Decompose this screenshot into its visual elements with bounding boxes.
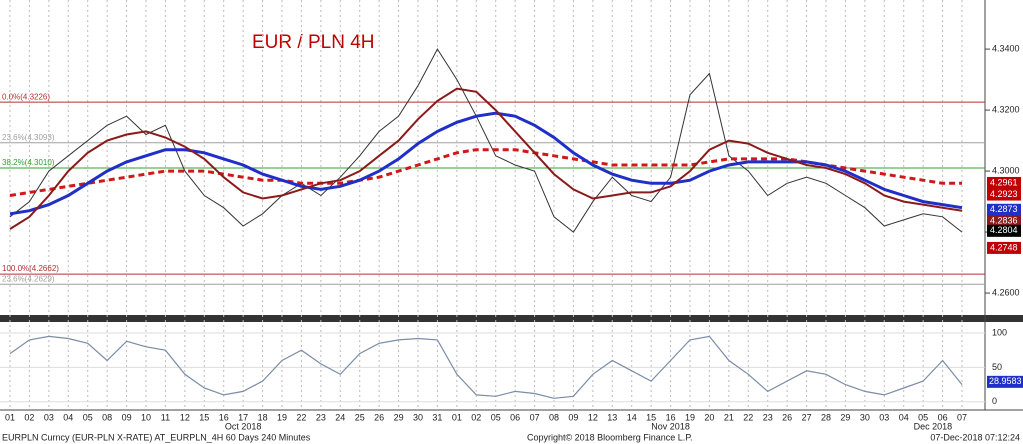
y-tick-label: 4.3400 <box>992 43 1020 53</box>
x-tick-label: 04 <box>899 412 909 422</box>
month-label: Nov 2018 <box>651 421 690 431</box>
x-tick-label: 24 <box>335 412 345 422</box>
x-tick-label: 07 <box>957 412 967 422</box>
price-tag-label: 4.2961 <box>990 177 1018 187</box>
osc-tick-label: 100 <box>992 327 1007 337</box>
x-tick-label: 10 <box>141 412 151 422</box>
price-tag-label: 4.2836 <box>990 215 1018 225</box>
fib-level-label: 100.0%(4.2662) <box>2 264 59 273</box>
x-tick-label: 13 <box>607 412 617 422</box>
x-tick-label: 26 <box>782 412 792 422</box>
x-tick-label: 25 <box>355 412 365 422</box>
series-line <box>9 111 963 216</box>
x-tick-label: 01 <box>452 412 462 422</box>
x-tick-label: 22 <box>296 412 306 422</box>
x-tick-label: 28 <box>821 412 831 422</box>
x-tick-label: 06 <box>938 412 948 422</box>
fib-level-label: 23.6%(4.3093) <box>2 133 55 142</box>
x-tick-label: 18 <box>258 412 268 422</box>
osc-tick-label: 50 <box>992 362 1002 372</box>
fib-level-label: 23.6%(4.2629) <box>2 274 55 283</box>
oscillator-line <box>9 335 963 399</box>
x-tick-label: 03 <box>879 412 889 422</box>
price-tag <box>987 203 1021 216</box>
price-tag-label: 4.2873 <box>990 204 1018 214</box>
y-tick-label: 4.3000 <box>992 165 1020 175</box>
x-tick-label: 23 <box>316 412 326 422</box>
price-tag-label: 4.2748 <box>990 242 1018 252</box>
footer-left: EURPLN Curncy (EUR-PLN X-RATE) AT_EURPLN… <box>2 432 311 442</box>
x-tick-label: 29 <box>394 412 404 422</box>
price-tag <box>987 224 1021 237</box>
x-tick-label: 15 <box>199 412 209 422</box>
fib-level-label: 0.0%(4.3226) <box>2 92 50 101</box>
month-label: Dec 2018 <box>914 421 953 431</box>
x-tick-label: 19 <box>685 412 695 422</box>
x-tick-label: 12 <box>588 412 598 422</box>
x-tick-label: 09 <box>122 412 132 422</box>
fib-level-label: 38.2%(4.3010) <box>2 158 55 167</box>
osc-tag-label: 28.9583 <box>989 376 1022 386</box>
price-tag <box>987 215 1021 228</box>
x-tick-label: 09 <box>568 412 578 422</box>
series-line <box>9 87 963 230</box>
x-tick-label: 15 <box>646 412 656 422</box>
panel-separator <box>0 315 1023 322</box>
x-tick-label: 19 <box>277 412 287 422</box>
x-tick-label: 02 <box>24 412 34 422</box>
x-tick-label: 01 <box>5 412 15 422</box>
x-tick-label: 31 <box>432 412 442 422</box>
x-tick-label: 03 <box>44 412 54 422</box>
x-tick-label: 08 <box>549 412 559 422</box>
x-tick-label: 11 <box>161 412 170 422</box>
x-tick-label: 06 <box>510 412 520 422</box>
x-tick-label: 05 <box>918 412 928 422</box>
x-tick-label: 05 <box>83 412 93 422</box>
x-tick-label: 08 <box>102 412 112 422</box>
x-tick-label: 23 <box>763 412 773 422</box>
x-tick-label: 26 <box>374 412 384 422</box>
x-tick-label: 02 <box>471 412 481 422</box>
x-tick-label: 05 <box>491 412 501 422</box>
x-tick-label: 29 <box>840 412 850 422</box>
price-tag-label: 4.2923 <box>990 189 1018 199</box>
x-tick-label: 22 <box>743 412 753 422</box>
x-tick-label: 14 <box>627 412 637 422</box>
osc-tick-label: 0 <box>992 396 997 406</box>
x-tick-label: 16 <box>666 412 676 422</box>
x-tick-label: 17 <box>238 412 248 422</box>
x-tick-label: 12 <box>180 412 190 422</box>
y-tick-label: 4.3200 <box>992 104 1020 114</box>
x-tick-label: 27 <box>802 412 812 422</box>
series-line <box>9 48 963 233</box>
month-label: Oct 2018 <box>225 421 262 431</box>
y-tick-label: 4.2600 <box>992 287 1020 297</box>
price-tag-label: 4.2804 <box>990 225 1018 235</box>
x-tick-label: 30 <box>860 412 870 422</box>
footer-right: 07-Dec-2018 07:12:24 <box>930 432 1020 442</box>
x-tick-label: 30 <box>413 412 423 422</box>
x-tick-label: 21 <box>724 412 734 422</box>
price-tag <box>987 188 1021 201</box>
footer-center: Copyright© 2018 Bloomberg Finance L.P. <box>527 432 693 442</box>
x-tick-label: 07 <box>530 412 540 422</box>
x-tick-label: 20 <box>704 412 714 422</box>
price-tag <box>987 241 1021 254</box>
x-tick-label: 16 <box>219 412 229 422</box>
x-tick-label: 04 <box>63 412 73 422</box>
chart-title: EUR / PLN 4H <box>252 32 374 53</box>
price-tag <box>987 176 1021 189</box>
osc-tag <box>987 375 1023 388</box>
